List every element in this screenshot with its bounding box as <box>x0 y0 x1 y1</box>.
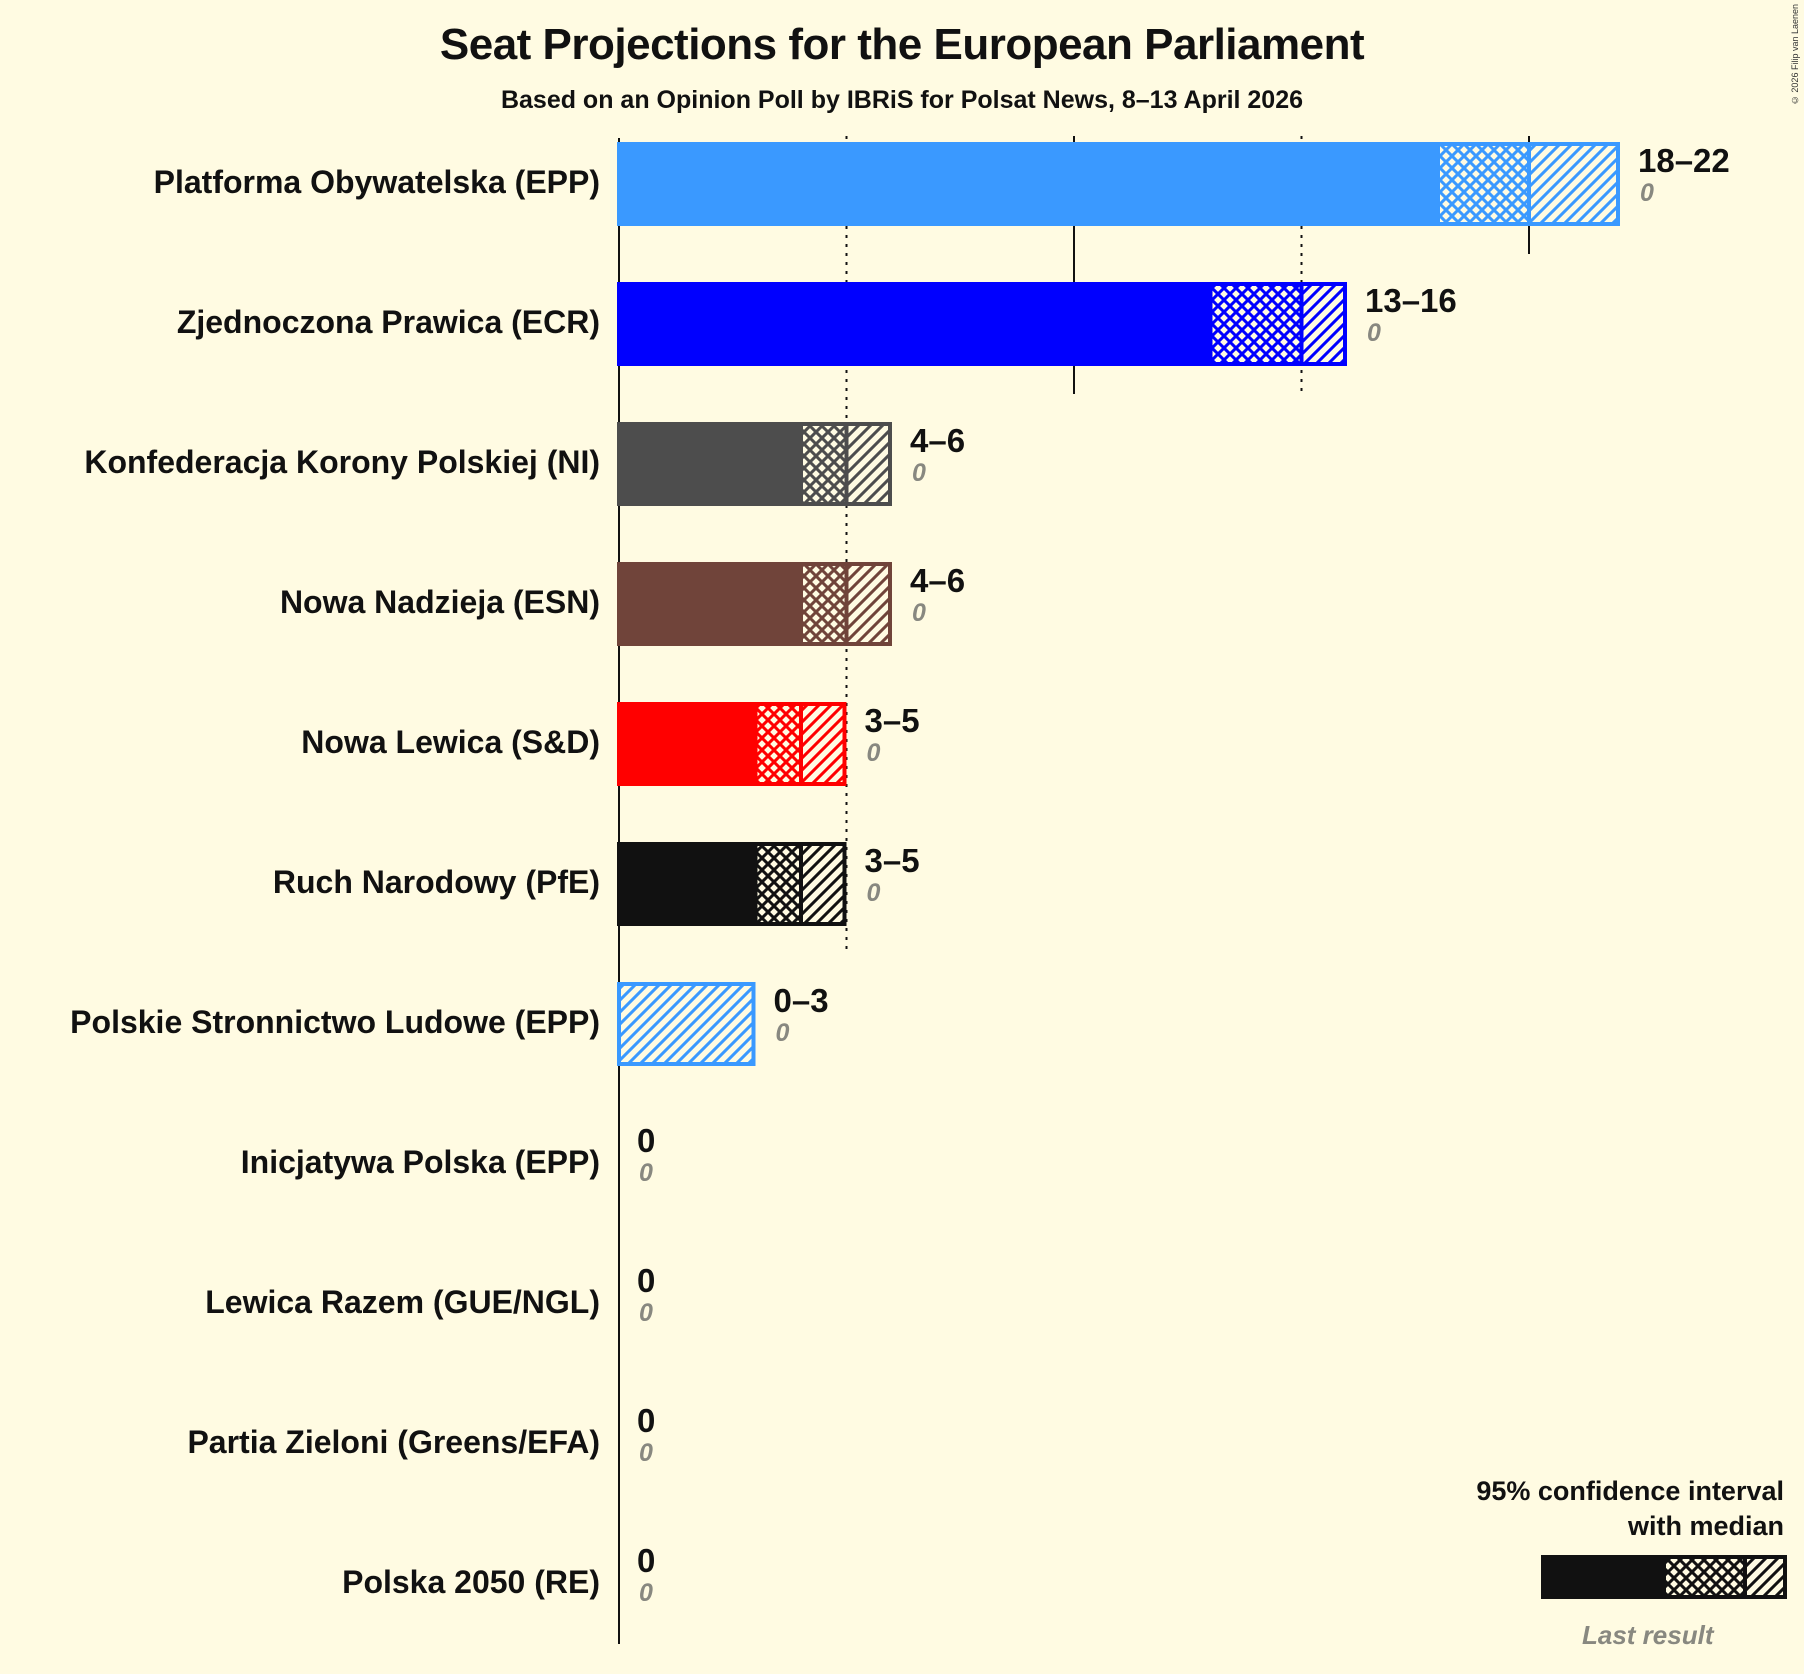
legend-line-2: with median <box>1627 1511 1784 1541</box>
bar-group <box>617 562 892 646</box>
party-label: Nowa Lewica (S&D) <box>301 724 600 760</box>
bar-group <box>617 842 847 926</box>
chart-subtitle: Based on an Opinion Poll by IBRiS for Po… <box>500 86 1304 114</box>
bar-ci-upper <box>1529 144 1618 224</box>
party-label: Polskie Stronnictwo Ludowe (EPP) <box>70 1004 600 1040</box>
last-result-label: 0 <box>639 1439 653 1467</box>
bar-group <box>617 142 1620 226</box>
last-result-label: 0 <box>912 599 926 627</box>
seat-range-label: 4–6 <box>910 562 966 599</box>
chart-title: Seat Projections for the European Parlia… <box>439 20 1365 69</box>
bar-ci-upper <box>846 564 890 644</box>
bar-group <box>617 982 756 1066</box>
bar-ci-lower <box>801 424 847 504</box>
bar-ci-upper <box>1301 284 1345 364</box>
seat-range-label: 4–6 <box>910 422 966 459</box>
party-label: Inicjatywa Polska (EPP) <box>240 1144 600 1180</box>
bar-ci-lower <box>755 704 801 784</box>
last-result-label: 0 <box>639 1299 653 1327</box>
bar-ci-upper <box>619 984 754 1064</box>
bar-ci-lower <box>801 564 847 644</box>
seat-range-label: 0–3 <box>773 982 829 1019</box>
bar-ci-upper <box>801 844 845 924</box>
bar-group <box>617 702 847 786</box>
bar-ci-upper <box>801 704 845 784</box>
seat-range-label: 0 <box>637 1542 656 1579</box>
seat-range-label: 0 <box>637 1122 656 1159</box>
seat-range-label: 3–5 <box>864 842 920 879</box>
legend-swatch <box>1541 1555 1787 1599</box>
bar-group <box>617 282 1347 366</box>
seat-range-label: 18–22 <box>1638 142 1730 179</box>
last-result-label: 0 <box>866 739 881 767</box>
last-result-label: 0 <box>1367 319 1381 347</box>
party-label: Lewica Razem (GUE/NGL) <box>205 1284 600 1320</box>
bar-ci-upper <box>846 424 890 504</box>
bar-ci-lower <box>1438 144 1529 224</box>
last-result-label: 0 <box>866 879 881 907</box>
party-label: Zjednoczona Prawica (ECR) <box>176 304 600 340</box>
party-label: Nowa Nadzieja (ESN) <box>279 584 600 620</box>
legend-solid <box>1541 1555 1665 1599</box>
seat-range-label: 13–16 <box>1365 282 1457 319</box>
party-label: Partia Zieloni (Greens/EFA) <box>187 1424 600 1460</box>
legend-line-1: 95% confidence interval <box>1476 1476 1784 1506</box>
seat-range-label: 0 <box>637 1402 656 1439</box>
last-result-label: 0 <box>1640 179 1654 207</box>
last-result-label: 0 <box>912 459 926 487</box>
legend-title: 95% confidence interval with median <box>1384 1474 1784 1544</box>
party-label: Polska 2050 (RE) <box>342 1564 600 1600</box>
party-label: Konfederacja Korony Polskiej (NI) <box>84 444 600 480</box>
party-label: Ruch Narodowy (PfE) <box>272 864 600 900</box>
seat-range-label: 0 <box>637 1262 656 1299</box>
last-result-label: 0 <box>639 1159 653 1187</box>
last-result-label: 0 <box>639 1579 653 1607</box>
legend-last-result-label: Last result <box>1582 1620 1714 1650</box>
last-result-label: 0 <box>775 1019 790 1047</box>
bar-group <box>617 422 892 506</box>
party-label: Platforma Obywatelska (EPP) <box>153 164 600 200</box>
bar-ci-lower <box>755 844 801 924</box>
bar-ci-lower <box>1210 284 1302 364</box>
seat-range-label: 3–5 <box>864 702 920 739</box>
